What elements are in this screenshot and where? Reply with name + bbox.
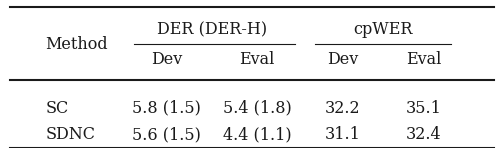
- Text: SDNC: SDNC: [45, 126, 95, 143]
- Text: DER (DER-H): DER (DER-H): [157, 21, 267, 38]
- Text: Eval: Eval: [406, 51, 441, 68]
- Text: 35.1: 35.1: [405, 100, 442, 116]
- Text: 5.4 (1.8): 5.4 (1.8): [223, 100, 291, 116]
- Text: Eval: Eval: [239, 51, 275, 68]
- Text: 32.2: 32.2: [325, 100, 360, 116]
- Text: 5.6 (1.5): 5.6 (1.5): [132, 126, 201, 143]
- Text: Dev: Dev: [327, 51, 358, 68]
- Text: 31.1: 31.1: [325, 126, 361, 143]
- Text: 32.4: 32.4: [406, 126, 441, 143]
- Text: SC: SC: [45, 100, 69, 116]
- Text: Dev: Dev: [151, 51, 182, 68]
- Text: Method: Method: [45, 36, 108, 53]
- Text: 4.4 (1.1): 4.4 (1.1): [223, 126, 291, 143]
- Text: cpWER: cpWER: [353, 21, 413, 38]
- Text: 5.8 (1.5): 5.8 (1.5): [132, 100, 201, 116]
